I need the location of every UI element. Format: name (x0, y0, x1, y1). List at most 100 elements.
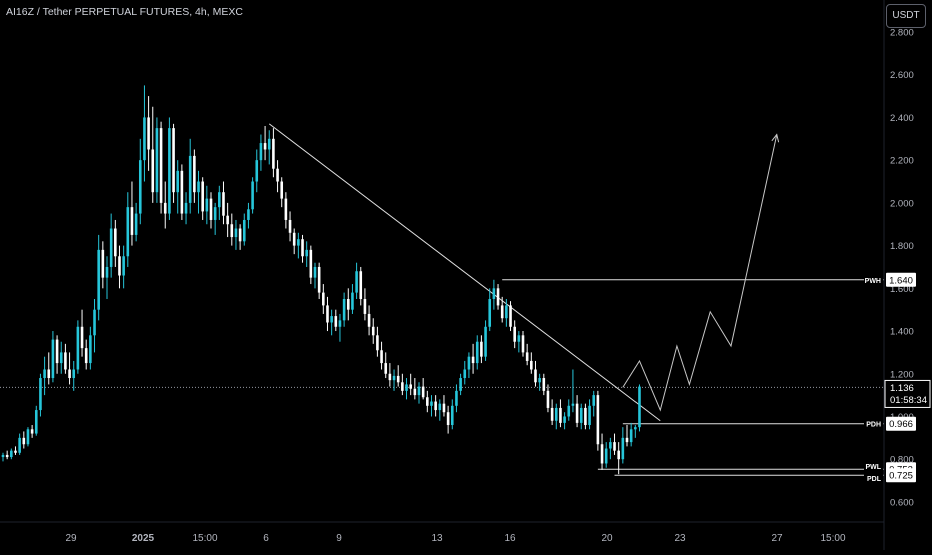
candle-body (147, 117, 150, 150)
candle-body (313, 266, 317, 278)
candle (384, 352, 388, 379)
candle (159, 121, 163, 214)
candle (263, 125, 267, 161)
candle (396, 365, 400, 387)
candle-body (68, 369, 71, 379)
candle-body (43, 369, 46, 379)
price-axis[interactable]: 2.800 2.600 2.400 2.200 2.000 1.800 1.600 1.400… (0, 0, 914, 550)
candle-body (238, 228, 242, 242)
candle (184, 192, 188, 225)
level-value-box (886, 416, 916, 431)
price-tick-label: 2.400 (890, 113, 914, 124)
candle-body (263, 143, 267, 150)
candle (330, 309, 333, 336)
candle (426, 390, 429, 413)
level-value-pdh: 0.966 (889, 419, 913, 430)
candle (234, 219, 238, 250)
candle-body (367, 313, 371, 327)
candle-body (267, 138, 271, 150)
candle-body (588, 405, 591, 426)
candle (584, 403, 587, 430)
candle (193, 149, 196, 203)
candle (346, 288, 350, 321)
candle-body (322, 292, 325, 306)
candle (59, 341, 63, 374)
time-tick-label: 16 (504, 533, 516, 544)
candle-body (193, 155, 196, 193)
candle (617, 442, 620, 475)
candle (596, 390, 600, 451)
candle (84, 339, 88, 370)
candle (322, 284, 325, 314)
candle (209, 192, 213, 229)
candle-body (550, 407, 554, 421)
time-axis[interactable]: 29 2025 15:00 6 9 13 16 20 23 27 15:00 (65, 533, 846, 544)
candle (488, 288, 492, 332)
candle-body (51, 339, 55, 379)
candle-body (209, 198, 213, 220)
currency-unit-button[interactable]: USDT (886, 4, 926, 28)
candle-body (484, 326, 487, 357)
candle (380, 341, 383, 370)
candle-body (438, 403, 442, 411)
candle (163, 181, 167, 229)
candle-body (184, 202, 188, 214)
price-tick-label: 0.600 (890, 497, 914, 508)
candle (272, 128, 275, 178)
candle-body (118, 256, 121, 276)
candle-body (609, 442, 612, 449)
candle-body (376, 335, 379, 351)
candle (197, 170, 200, 214)
candle-body (488, 299, 492, 327)
candle (496, 284, 500, 310)
candle-body (39, 378, 42, 411)
candle (242, 213, 246, 246)
level-name-pdl: PDL (867, 476, 882, 483)
candle-body (242, 219, 246, 242)
candle (530, 352, 533, 374)
candle-body (5, 454, 9, 458)
candle (309, 245, 313, 285)
drawing-tools[interactable] (0, 123, 884, 476)
candle-body (105, 266, 109, 278)
candle (172, 123, 175, 203)
candle (230, 213, 234, 246)
candle-body (492, 288, 496, 299)
time-tick-label: 29 (65, 533, 77, 544)
candle-body (338, 320, 342, 327)
candle (563, 412, 566, 430)
candle (26, 427, 30, 447)
candle (130, 181, 134, 246)
candle (305, 241, 308, 267)
candle-body (151, 149, 155, 193)
candle (500, 296, 504, 323)
candle (509, 301, 512, 332)
candle-body (126, 207, 130, 257)
candle-body (480, 341, 483, 357)
candle-body (10, 450, 13, 458)
candle-body (334, 316, 338, 327)
candle (438, 399, 442, 421)
chart-title: AI16Z / Tether PERPETUAL FUTURES, 4h, ME… (6, 6, 243, 18)
candle (47, 352, 51, 385)
level-name-bg (864, 418, 883, 429)
candle-body (59, 352, 63, 364)
candle-body (180, 170, 184, 214)
candle-body (617, 450, 620, 460)
candle-body (559, 407, 562, 423)
level-name-pwl: PWL (865, 464, 881, 471)
candle (147, 96, 150, 171)
candle-body (421, 386, 425, 398)
candle (575, 395, 579, 428)
candle (292, 228, 296, 255)
candle-body (34, 410, 38, 434)
candle-body (138, 160, 142, 214)
candle (613, 433, 616, 455)
candle (450, 399, 454, 430)
candle (55, 335, 59, 374)
candle-body (571, 403, 575, 406)
candle (297, 232, 300, 259)
price-tick-label: 1.400 (890, 327, 914, 338)
